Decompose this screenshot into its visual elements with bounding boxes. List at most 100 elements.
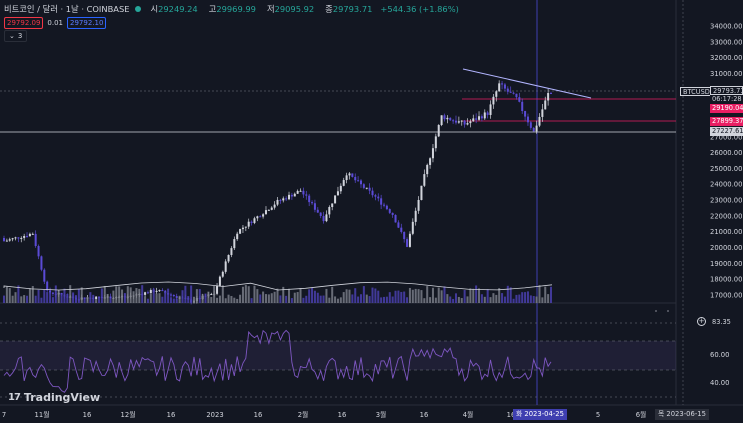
volume-bar bbox=[273, 291, 276, 303]
quote-row: 29792.09 0.01 29792.10 bbox=[4, 17, 107, 29]
volume-bar bbox=[184, 285, 187, 303]
candle-body bbox=[339, 185, 342, 192]
volume-bar bbox=[503, 296, 506, 303]
volume-bar bbox=[224, 298, 227, 303]
candle-body bbox=[221, 271, 224, 277]
time-tick-label: 5 bbox=[596, 411, 600, 419]
candle-body bbox=[394, 214, 397, 223]
volume-bar bbox=[207, 291, 210, 303]
volume-bar bbox=[135, 288, 138, 303]
candle-body bbox=[37, 245, 40, 257]
volume-bar bbox=[227, 294, 230, 303]
volume-bar bbox=[288, 288, 291, 303]
volume-bar bbox=[2, 295, 6, 303]
time-tick-label: 12월 bbox=[121, 410, 136, 419]
candle-body bbox=[374, 195, 377, 197]
indicators-toggle-button[interactable]: ⌄ 3 bbox=[4, 30, 28, 42]
volume-bar bbox=[463, 290, 466, 303]
symbol-line-label: BTCUSD bbox=[680, 87, 713, 96]
volume-bar bbox=[256, 289, 259, 303]
volume-bar bbox=[391, 296, 394, 303]
volume-bar bbox=[345, 289, 348, 303]
add-plus-icon[interactable]: + bbox=[697, 317, 706, 326]
volume-bar bbox=[86, 296, 89, 303]
price-tick-label: 26000.00 bbox=[710, 149, 742, 157]
candle-body bbox=[296, 190, 299, 194]
price-tick-label: 17000.00 bbox=[710, 292, 742, 300]
ohlc-close: 종29793.71 bbox=[325, 4, 373, 14]
volume-bar bbox=[20, 296, 23, 303]
candle-body bbox=[478, 116, 481, 120]
candle-body bbox=[146, 292, 149, 294]
volume-bar bbox=[443, 286, 446, 303]
candle-body bbox=[233, 239, 236, 249]
volume-bar bbox=[158, 293, 161, 303]
candle-body bbox=[267, 209, 270, 211]
sell-button[interactable]: 29792.09 bbox=[4, 17, 44, 29]
tradingview-logo[interactable]: 17 TradingView bbox=[8, 391, 100, 404]
volume-bar bbox=[334, 296, 337, 303]
volume-bar bbox=[198, 289, 201, 303]
volume-bar bbox=[28, 288, 31, 303]
volume-bar bbox=[368, 296, 371, 303]
volume-bar bbox=[429, 297, 432, 303]
candle-body bbox=[400, 227, 403, 232]
candle-body bbox=[521, 101, 524, 112]
candle-body bbox=[161, 290, 164, 292]
candle-body bbox=[325, 214, 328, 222]
candle-body bbox=[446, 117, 449, 120]
volume-bar bbox=[397, 290, 400, 303]
candle-body bbox=[406, 239, 409, 247]
volume-bar bbox=[121, 289, 124, 303]
volume-bar bbox=[118, 286, 121, 303]
volume-bar bbox=[155, 293, 158, 303]
candle-body bbox=[276, 199, 279, 205]
volume-bar bbox=[339, 297, 342, 303]
candle-body bbox=[5, 240, 8, 242]
volume-bar bbox=[305, 295, 308, 303]
candle-body bbox=[354, 176, 357, 181]
volume-bar bbox=[195, 289, 198, 303]
volume-bar bbox=[190, 285, 193, 303]
candle-body bbox=[454, 120, 458, 123]
candle-body bbox=[512, 92, 515, 94]
rsi-value-tag: 83.35 bbox=[710, 318, 743, 327]
volume-bar bbox=[106, 293, 109, 303]
buy-button[interactable]: 29792.10 bbox=[67, 17, 107, 29]
candle-body bbox=[420, 185, 423, 200]
symbol-title[interactable]: 비트코인 / 달러 · 1날 · COINBASE bbox=[4, 4, 130, 14]
volume-bar bbox=[14, 292, 17, 303]
candle-body bbox=[414, 210, 417, 222]
volume-bar bbox=[478, 288, 481, 303]
candle-body bbox=[357, 180, 360, 182]
volume-bar bbox=[141, 285, 144, 303]
volume-bar bbox=[469, 288, 472, 303]
volume-bar bbox=[328, 297, 331, 303]
candle-body bbox=[460, 120, 463, 122]
volume-bar bbox=[437, 287, 440, 303]
volume-bar bbox=[34, 295, 37, 303]
volume-bar bbox=[126, 286, 129, 303]
candle-body bbox=[549, 93, 553, 95]
volume-bar bbox=[285, 295, 288, 303]
volume-bar bbox=[308, 289, 311, 303]
candle-body bbox=[264, 210, 267, 215]
candle-body bbox=[83, 297, 86, 299]
volume-bar bbox=[374, 288, 377, 303]
time-tick-label: 16 bbox=[83, 411, 92, 419]
volume-bar bbox=[480, 294, 483, 303]
volume-bar bbox=[322, 295, 325, 303]
volume-bar bbox=[547, 294, 550, 303]
candle-body bbox=[155, 290, 158, 292]
candle-body bbox=[431, 148, 434, 159]
volume-bar bbox=[218, 295, 221, 303]
time-tick-label: 7 bbox=[2, 411, 6, 419]
volume-bar bbox=[259, 294, 262, 303]
volume-bar bbox=[331, 286, 334, 303]
time-tick-label: 2월 bbox=[298, 410, 309, 419]
candle-body bbox=[463, 120, 466, 125]
volume-bar bbox=[167, 288, 170, 303]
time-tick-label: 4월 bbox=[463, 410, 474, 419]
